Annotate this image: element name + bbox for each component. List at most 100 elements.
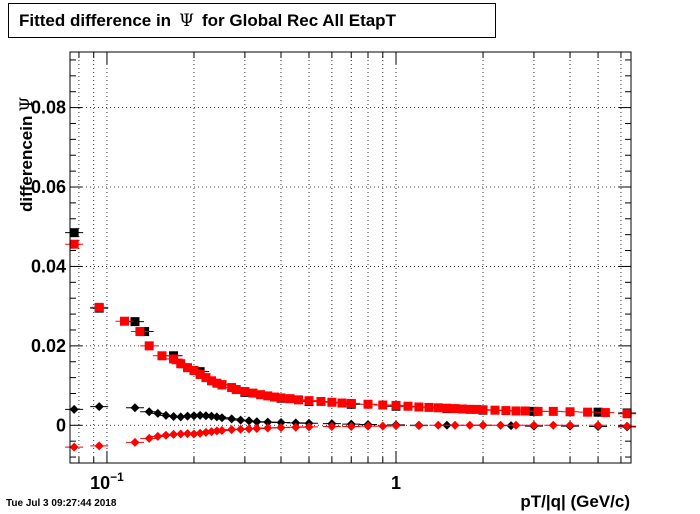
diamond-marker — [144, 407, 154, 417]
data-markers — [65, 228, 637, 452]
diamond-marker — [391, 421, 401, 431]
y-axis-label-text: differencein — [17, 115, 36, 212]
diamond-marker — [144, 433, 154, 443]
timestamp: Tue Jul 3 09:27:44 2018 — [6, 498, 117, 509]
diamond-marker — [433, 420, 443, 430]
diamond-marker — [244, 416, 254, 426]
y-axis-label: differencein Ψ — [17, 97, 37, 212]
square-marker — [478, 405, 488, 415]
diamond-marker — [291, 422, 301, 432]
square-marker — [195, 369, 205, 379]
square-marker — [227, 383, 237, 393]
diamond-marker — [478, 420, 488, 430]
diamond-marker — [94, 402, 104, 412]
diamond-marker — [161, 430, 171, 440]
square-marker — [270, 392, 280, 402]
diamond-marker — [511, 420, 521, 430]
diamond-marker — [69, 404, 79, 414]
diamond-marker — [130, 403, 140, 413]
diamond-marker — [622, 421, 632, 431]
diamond-marker — [153, 408, 163, 418]
diamond-marker — [217, 413, 227, 423]
square-marker — [276, 393, 286, 403]
diamond-marker — [529, 420, 539, 430]
square-marker — [256, 390, 266, 400]
diamond-marker — [363, 421, 373, 431]
diamond-marker — [548, 420, 558, 430]
diamond-marker — [263, 417, 273, 427]
square-marker — [157, 351, 167, 361]
square-marker — [316, 396, 326, 406]
square-marker — [391, 400, 401, 410]
y-tick-label: 0.02 — [31, 336, 66, 356]
diamond-marker — [346, 421, 356, 431]
square-marker — [565, 407, 575, 417]
square-marker — [490, 405, 500, 415]
y-tick-label: 0.08 — [31, 98, 66, 118]
square-marker — [212, 378, 222, 388]
diamond-marker — [378, 421, 388, 431]
diamond-marker — [195, 428, 205, 438]
diamond-marker — [236, 415, 246, 425]
tick-labels: 0 0.02 0.04 0.06 0.08 10−1 1 — [31, 98, 401, 493]
diamond-marker — [414, 421, 424, 431]
diamond-marker — [227, 414, 237, 424]
square-marker — [189, 365, 199, 375]
diamond-marker — [304, 422, 314, 432]
diamond-marker — [496, 420, 506, 430]
square-marker — [520, 406, 530, 416]
diamond-marker — [450, 420, 460, 430]
square-marker — [294, 395, 304, 405]
x-tick-label: 1 — [391, 473, 401, 493]
diamond-marker — [69, 442, 79, 452]
chart-title: Fitted difference in Ψ for Global Rec Al… — [8, 3, 496, 38]
x-tick-label: 10−1 — [90, 470, 124, 493]
square-marker — [69, 228, 79, 238]
y-tick-label: 0.06 — [31, 177, 66, 197]
square-marker — [424, 402, 434, 412]
square-marker — [304, 396, 314, 406]
diamond-marker — [217, 425, 227, 435]
diamond-marker — [94, 441, 104, 451]
diamond-marker — [263, 423, 273, 433]
square-marker — [600, 408, 610, 418]
square-marker — [169, 354, 179, 364]
square-marker — [583, 407, 593, 417]
square-marker — [533, 406, 543, 416]
square-marker — [248, 388, 258, 398]
diamond-marker — [161, 410, 171, 420]
square-marker — [285, 394, 295, 404]
axis-ticks — [70, 52, 631, 463]
title-prefix: Fitted difference in — [19, 10, 172, 30]
square-marker — [201, 373, 211, 383]
diamond-marker — [327, 421, 337, 431]
diamond-marker — [130, 437, 140, 447]
diamond-marker — [252, 423, 262, 433]
square-marker — [622, 409, 632, 419]
diamond-marker — [201, 427, 211, 437]
square-marker — [135, 327, 145, 337]
square-marker — [378, 400, 388, 410]
diamond-marker — [207, 411, 217, 421]
square-marker — [130, 317, 140, 327]
square-marker — [414, 402, 424, 412]
square-marker — [94, 302, 104, 312]
square-marker — [327, 397, 337, 407]
diamond-marker — [593, 420, 603, 430]
square-marker — [363, 399, 373, 409]
diamond-marker — [176, 412, 186, 422]
square-marker — [501, 406, 511, 416]
title-symbol: Ψ — [179, 10, 194, 31]
plot-frame — [69, 51, 632, 464]
y-tick-label: 0 — [56, 415, 66, 435]
square-marker — [337, 398, 347, 408]
square-marker — [511, 406, 521, 416]
title-suffix: for Global Rec All EtapT — [202, 10, 396, 30]
diamond-marker — [252, 417, 262, 427]
diamond-marker — [153, 431, 163, 441]
diamond-marker — [276, 417, 286, 427]
diamond-marker — [207, 427, 217, 437]
y-axis-label-symbol: Ψ — [17, 96, 37, 112]
diamond-marker — [465, 420, 475, 430]
